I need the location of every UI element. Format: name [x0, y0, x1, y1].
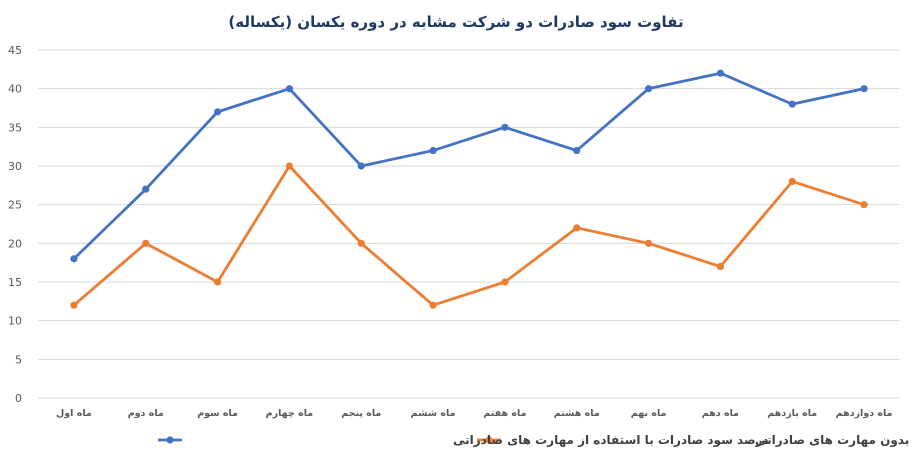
- legend-item-0: درصد سود صادرات با استفاده از مهارت های …: [158, 433, 769, 448]
- legend-swatch-marker-0: [166, 436, 174, 444]
- data-point-0-8: [644, 85, 653, 93]
- x-tick-label-1: ماه دوم: [128, 408, 164, 419]
- data-point-0-11: [860, 85, 868, 93]
- y-tick-label-9: 45: [8, 44, 22, 57]
- x-tick-label-9: ماه دهم: [702, 408, 739, 419]
- x-tick-label-2: ماه سوم: [197, 408, 238, 419]
- x-tick-label-7: ماه هشتم: [554, 408, 600, 419]
- data-point-1-4: [357, 239, 365, 247]
- data-point-0-2: [213, 108, 222, 116]
- data-point-0-10: [788, 100, 796, 108]
- data-point-1-2: [213, 278, 222, 286]
- gridlines: [38, 49, 900, 399]
- data-point-1-3: [285, 162, 294, 170]
- series-lines: [70, 69, 868, 309]
- data-point-0-5: [429, 146, 437, 155]
- x-tick-label-5: ماه ششم: [411, 408, 456, 419]
- data-point-1-6: [501, 278, 509, 286]
- x-tick-label-11: ماه دوازدهم: [836, 408, 893, 419]
- y-tick-label-0: 0: [15, 392, 22, 405]
- y-tick-label-2: 10: [8, 315, 22, 328]
- data-point-0-0: [70, 255, 78, 263]
- y-tick-label-3: 15: [8, 276, 22, 289]
- legend: درصد سود صادرات بدون مهارت های صادراتیدر…: [158, 433, 912, 448]
- data-point-0-7: [573, 146, 581, 155]
- data-point-1-9: [716, 262, 725, 271]
- x-tick-label-6: ماه هفتم: [483, 408, 526, 419]
- data-point-0-6: [501, 123, 509, 131]
- y-tick-label-1: 5: [15, 353, 22, 366]
- legend-label-0: درصد سود صادرات با استفاده از مهارت های …: [453, 433, 769, 448]
- chart-title: تفاوت سود صادرات دو شرکت مشابه در دوره ی…: [228, 13, 683, 31]
- data-point-1-5: [429, 301, 437, 309]
- data-point-1-11: [860, 201, 868, 209]
- y-tick-label-4: 20: [8, 237, 22, 250]
- y-axis-ticks: 0 5 10 15 20 25 30 35 40 45: [8, 44, 22, 405]
- legend-item-1: درصد سود صادرات بدون مهارت های صادراتی: [477, 433, 912, 448]
- data-point-0-3: [285, 85, 294, 93]
- data-point-0-1: [142, 185, 150, 193]
- legend-swatch-marker-1: [485, 436, 493, 444]
- data-point-1-7: [573, 224, 581, 232]
- data-point-1-0: [70, 301, 78, 309]
- data-point-1-1: [142, 239, 150, 247]
- y-tick-label-6: 30: [8, 160, 22, 173]
- data-point-1-8: [644, 239, 653, 247]
- series-line-0: [72, 71, 866, 261]
- y-tick-label-8: 40: [8, 83, 22, 96]
- series-0: [70, 69, 868, 263]
- y-tick-label-7: 35: [8, 121, 22, 134]
- x-axis-labels: ماه اول ماه دوم ماه سوم ماه چهارم ماه پنجم ما…: [56, 408, 893, 419]
- series-1: [70, 162, 868, 309]
- x-tick-label-0: ماه اول: [56, 408, 92, 419]
- series-line-1: [72, 164, 866, 307]
- x-tick-label-8: ماه نهم: [631, 408, 667, 419]
- y-tick-label-5: 25: [8, 199, 22, 212]
- data-point-1-10: [788, 177, 796, 186]
- x-tick-label-4: ماه پنجم: [341, 408, 381, 419]
- legend-label-1: درصد سود صادرات بدون مهارت های صادراتی: [755, 433, 912, 448]
- data-point-0-4: [357, 162, 365, 170]
- x-tick-label-10: ماه یازدهم: [767, 408, 817, 419]
- data-point-0-9: [716, 69, 725, 77]
- x-tick-label-3: ماه چهارم: [266, 408, 314, 419]
